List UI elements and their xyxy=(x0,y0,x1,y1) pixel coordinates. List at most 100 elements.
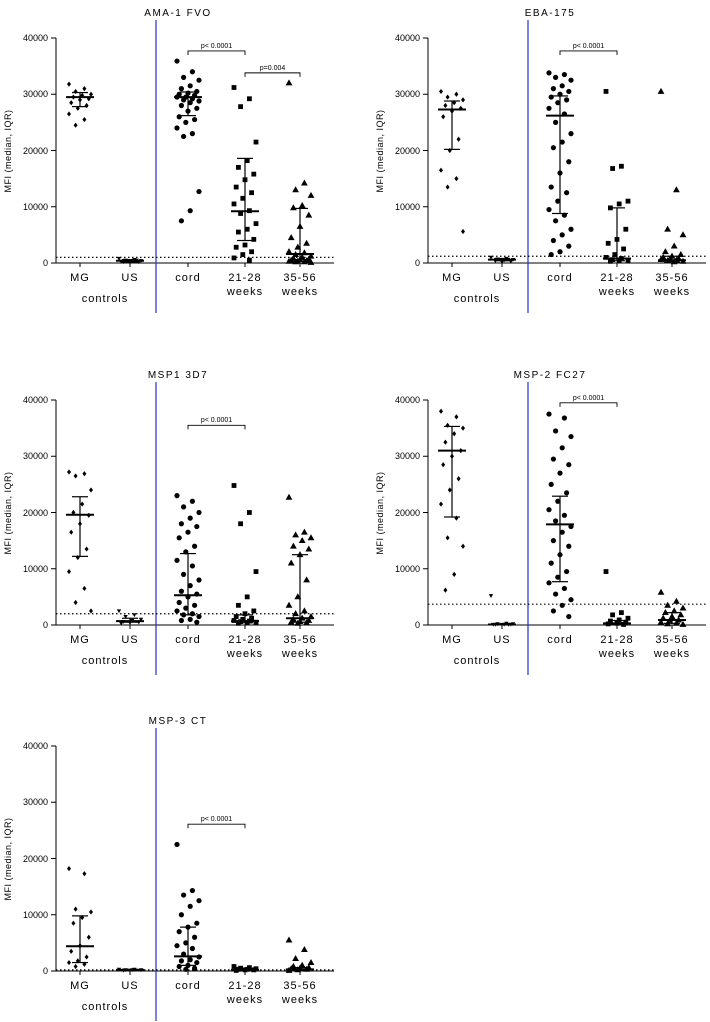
point xyxy=(303,576,310,583)
point xyxy=(192,543,198,549)
point xyxy=(559,529,565,535)
point xyxy=(181,504,187,510)
point xyxy=(568,131,574,137)
point xyxy=(174,493,180,499)
point xyxy=(67,111,71,117)
chart-title: MSP1 3D7 xyxy=(147,370,209,381)
point xyxy=(174,58,180,64)
point xyxy=(84,546,89,552)
point xyxy=(82,116,87,123)
point xyxy=(303,239,310,246)
point xyxy=(445,94,450,100)
y-tick-label: 40000 xyxy=(22,395,48,405)
point xyxy=(445,422,450,428)
point xyxy=(301,528,308,535)
point xyxy=(454,515,459,521)
x-tick-label: US xyxy=(493,634,511,646)
point xyxy=(189,887,195,894)
point xyxy=(555,574,561,580)
point xyxy=(445,535,450,541)
point xyxy=(305,545,313,552)
p-value-label: p< 0.0001 xyxy=(572,42,605,50)
point xyxy=(458,105,463,111)
group-label: controls xyxy=(453,293,501,305)
point xyxy=(238,521,243,527)
point xyxy=(80,92,85,98)
point xyxy=(443,587,448,593)
p-bracket xyxy=(559,402,618,407)
point xyxy=(290,204,297,211)
chart-title: MSP-2 FC27 xyxy=(513,370,587,381)
point xyxy=(452,571,457,577)
point xyxy=(196,509,202,516)
x-tick-label: 21-28 weeks xyxy=(598,272,636,298)
point xyxy=(301,946,308,953)
point xyxy=(461,97,465,103)
point xyxy=(82,585,87,592)
point xyxy=(287,618,295,625)
x-tick-label: 35-56 weeks xyxy=(653,272,691,298)
point xyxy=(546,507,552,513)
point xyxy=(181,571,187,577)
point xyxy=(196,188,202,195)
point xyxy=(69,529,74,535)
point xyxy=(89,487,93,493)
point xyxy=(181,74,187,80)
y-tick-label: 10000 xyxy=(22,201,48,212)
point xyxy=(619,610,624,616)
point xyxy=(183,119,189,125)
point xyxy=(231,964,237,969)
point xyxy=(187,957,193,963)
point xyxy=(307,534,315,541)
point xyxy=(305,211,313,218)
y-tick-label: 40000 xyxy=(394,395,420,405)
y-tick-label: 40000 xyxy=(22,33,48,43)
p-bracket xyxy=(244,72,301,77)
point xyxy=(73,599,78,606)
x-tick-label: cord xyxy=(175,634,201,646)
point xyxy=(238,211,243,216)
point xyxy=(174,125,180,131)
point xyxy=(285,493,293,500)
point xyxy=(116,256,122,261)
y-tick-label: 20000 xyxy=(22,507,48,518)
point xyxy=(625,198,631,204)
point xyxy=(189,69,195,75)
point xyxy=(189,945,195,952)
point xyxy=(189,498,195,504)
point xyxy=(439,408,443,414)
point xyxy=(187,583,193,589)
x-tick-label: cord xyxy=(175,272,201,284)
point xyxy=(677,611,685,618)
point xyxy=(196,98,202,104)
point xyxy=(187,515,193,521)
point xyxy=(550,608,557,614)
x-tick-label: MG xyxy=(442,272,462,284)
point xyxy=(89,909,93,915)
point xyxy=(559,445,565,451)
y-tick-label: 30000 xyxy=(22,797,48,808)
point xyxy=(183,940,189,946)
x-tick-label: MG xyxy=(70,634,90,646)
point xyxy=(67,568,71,575)
point xyxy=(240,195,246,201)
point xyxy=(292,186,299,193)
point xyxy=(546,105,552,111)
point xyxy=(285,79,293,86)
point xyxy=(194,88,200,95)
point xyxy=(550,145,557,151)
point xyxy=(231,255,237,261)
point xyxy=(194,105,200,111)
point xyxy=(84,954,89,960)
point xyxy=(566,543,572,549)
point xyxy=(553,74,559,80)
point xyxy=(178,521,184,527)
y-tick-label: 10000 xyxy=(394,201,420,212)
point xyxy=(174,841,180,848)
point xyxy=(89,608,93,614)
point xyxy=(555,498,561,504)
point xyxy=(555,198,561,204)
point xyxy=(461,543,465,549)
x-tick-label: MG xyxy=(70,272,90,284)
